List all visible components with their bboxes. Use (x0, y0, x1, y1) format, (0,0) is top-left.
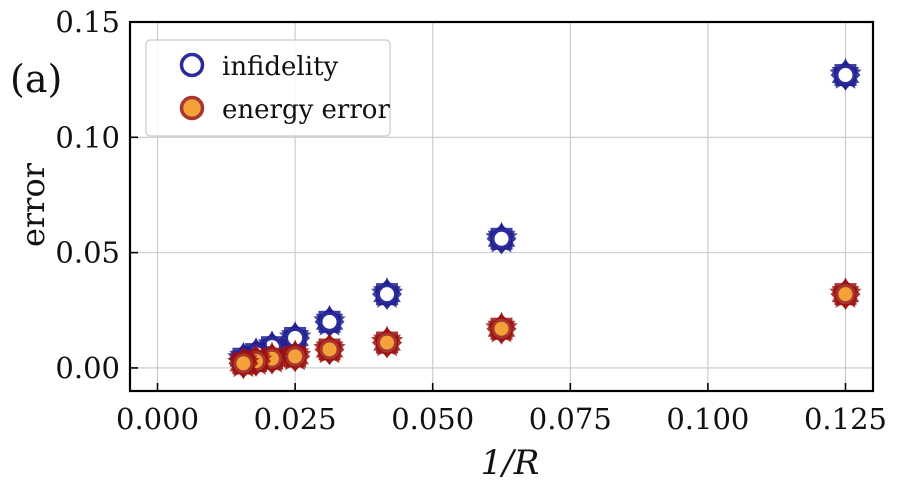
y-axis-label: error (14, 162, 52, 247)
energy-error-point (227, 346, 260, 380)
x-tick-label: 0.000 (116, 402, 199, 436)
infidelity-point (370, 277, 404, 311)
infidelity-point (485, 221, 518, 255)
legend: infidelity energy error (145, 39, 391, 137)
legend-box (145, 39, 391, 137)
plot-frame (128, 20, 875, 393)
infidelity-point (829, 58, 862, 91)
y-tick-label: 0.10 (55, 120, 120, 154)
x-tick-label: 0.025 (254, 402, 337, 436)
data-marks (227, 58, 862, 380)
energy-error-circle-marker (377, 332, 398, 353)
infidelity-circle-marker (319, 311, 340, 332)
legend-energy-error-label: energy error (222, 95, 390, 125)
x-axis-label: 1/R (481, 443, 540, 483)
panel-label: (a) (10, 57, 62, 101)
energy-error-point (485, 311, 518, 345)
energy-error-point (829, 277, 862, 311)
y-tick-label: 0.00 (55, 351, 120, 385)
x-tick-label: 0.050 (391, 402, 474, 436)
legend-infidelity-label: infidelity (222, 52, 339, 82)
energy-error-circle-marker (491, 318, 512, 339)
infidelity-circle-marker (835, 65, 856, 86)
energy-error-circle-marker (285, 346, 306, 367)
x-tick-label: 0.075 (529, 402, 612, 436)
legend-energy-error-marker (179, 95, 205, 121)
y-tick-label: 0.15 (55, 5, 120, 39)
x-tick-label: 0.100 (666, 402, 749, 436)
energy-error-circle-marker (233, 353, 254, 374)
energy-error-point (370, 325, 404, 359)
energy-error-point (313, 332, 346, 366)
legend-infidelity-marker (179, 52, 205, 78)
energy-error-circle-marker (835, 284, 856, 305)
axis-ticks: 0.000 0.025 0.050 0.075 0.100 0.125 0.00 0.05 0.… (55, 5, 887, 436)
infidelity-point (313, 304, 346, 338)
x-tick-label: 0.125 (804, 402, 887, 436)
infidelity-circle-marker (491, 228, 512, 249)
y-tick-label: 0.05 (55, 236, 120, 270)
energy-error-point (278, 339, 312, 373)
energy-error-circle-marker (319, 339, 340, 360)
infidelity-circle-marker (377, 284, 398, 305)
